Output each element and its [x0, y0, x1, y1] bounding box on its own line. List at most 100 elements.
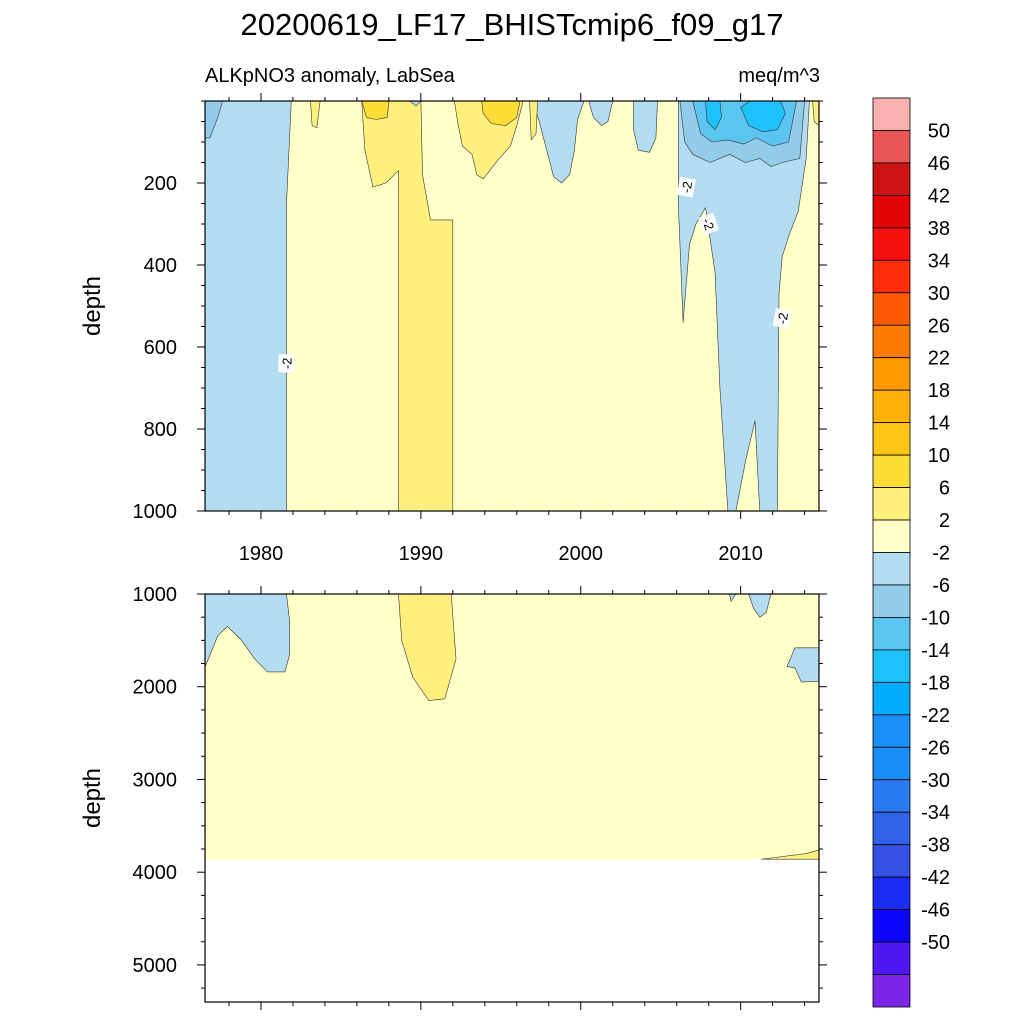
colorbar-swatch [872, 617, 911, 651]
colorbar-swatch [872, 909, 911, 943]
x-tick-label: 2000 [559, 543, 604, 565]
colorbar-swatch [872, 259, 911, 294]
colorbar-swatch [872, 649, 911, 683]
contour-label-text: -2 [678, 180, 695, 194]
colorbar-swatch [872, 324, 911, 359]
colorbar-swatch [872, 389, 911, 424]
colorbar-label: 18 [928, 380, 950, 402]
lower-contour-region-m2 [204, 593, 291, 673]
upper-y-axis-label: depth [79, 276, 106, 336]
colorbar-swatch [872, 422, 911, 456]
contour-label-text: -2 [774, 311, 791, 325]
colorbar-label: 50 [928, 120, 950, 142]
upper-contour-labels: -2 -2 -2 -2 [278, 176, 792, 373]
colorbar-label: 10 [928, 445, 950, 467]
y-tick-label: 1000 [133, 501, 178, 523]
colorbar-swatch [872, 97, 911, 131]
y-tick-label: 400 [144, 255, 177, 277]
y-tick-label: 1000 [133, 584, 178, 606]
colorbar-swatch [872, 811, 911, 846]
colorbar-label: -18 [921, 672, 950, 694]
colorbar-label: 2 [939, 510, 950, 532]
colorbar-swatch [872, 194, 911, 229]
colorbar-label: -22 [921, 705, 950, 727]
contour-label: -2 [278, 354, 295, 373]
colorbar-label: -30 [921, 770, 950, 792]
contour-label-box [278, 354, 295, 373]
lower-data-area [205, 594, 819, 860]
x-tick-label: 1980 [239, 543, 284, 565]
colorbar-swatch [872, 162, 911, 196]
contour-label: -2 [698, 212, 720, 236]
colorbar-label: -42 [921, 867, 950, 889]
contour-label-box [676, 176, 696, 198]
lower-contour-region-p2 [398, 593, 457, 701]
chart-subtitle-right: meq/m^3 [738, 65, 820, 87]
y-tick-label: 2000 [133, 677, 178, 699]
colorbar-label: 14 [928, 413, 950, 435]
colorbar-swatch [872, 454, 911, 488]
colorbar-swatch [872, 584, 911, 618]
y-tick-label: 3000 [133, 769, 178, 791]
colorbar-label: -38 [921, 835, 950, 857]
lower-panel-frame [204, 593, 820, 1003]
contour-label-box [772, 308, 792, 329]
colorbar-swatch [872, 292, 911, 326]
colorbar-label: 22 [928, 348, 950, 370]
colorbar-label: -10 [921, 607, 950, 629]
colorbar-label: -2 [932, 543, 950, 565]
colorbar-swatch [872, 746, 911, 781]
upper-axes: 200 400 600 800 1000 [133, 93, 827, 523]
colorbar-swatch [872, 357, 911, 391]
upper-contour-fills [204, 100, 820, 512]
colorbar-label: 38 [928, 218, 950, 240]
lower-axes: 1000 2000 3000 4000 5000 [133, 584, 827, 1010]
colorbar-label: -14 [921, 640, 950, 662]
colorbar-label: -46 [921, 900, 950, 922]
lower-y-axis-label: depth [79, 768, 106, 828]
colorbar-label: -50 [921, 932, 950, 954]
y-tick-label: 800 [144, 419, 177, 441]
colorbar-swatch [872, 519, 911, 553]
y-tick-label: 4000 [133, 862, 178, 884]
colorbar-label: -26 [921, 737, 950, 759]
colorbar-swatch [872, 876, 911, 911]
lower-panel: 1000 2000 3000 4000 5000 depth [79, 584, 827, 1010]
chart-subtitle-left: ALKpNO3 anomaly, LabSea [205, 65, 456, 87]
y-tick-label: 600 [144, 337, 177, 359]
x-tick-labels: 1980 1990 2000 2010 [239, 543, 763, 565]
colorbar-swatch [872, 941, 911, 975]
contour-label: -2 [772, 308, 792, 329]
colorbar-swatch [872, 227, 911, 261]
colorbar-label: 46 [928, 153, 950, 175]
x-tick-label: 2010 [718, 543, 763, 565]
colorbar-label: 34 [928, 250, 950, 272]
colorbar-swatch [872, 130, 911, 164]
colorbar-swatch [872, 974, 911, 1008]
colorbar-label: -6 [932, 575, 950, 597]
contour-label-text: -2 [280, 358, 295, 370]
upper-panel: -2 -2 -2 -2 200 400 600 800 1000 depth [79, 93, 827, 523]
contour-label-box [698, 212, 720, 236]
colorbar-swatch [872, 681, 911, 716]
colorbar-swatch [872, 844, 911, 878]
colorbar: 50 46 42 38 34 30 26 22 18 14 10 6 2 -2 -6 -10 -14 -18 -22… [872, 97, 950, 1008]
colorbar-label: 42 [928, 185, 950, 207]
contour-label: -2 [676, 176, 696, 198]
upper-contour-region-m2 [677, 100, 810, 512]
y-tick-label: 5000 [133, 955, 178, 977]
colorbar-label: 26 [928, 315, 950, 337]
colorbar-label: -34 [921, 802, 950, 824]
y-tick-label: 200 [144, 173, 177, 195]
colorbar-label: 30 [928, 283, 950, 305]
x-tick-label: 1990 [399, 543, 444, 565]
colorbar-swatch [872, 714, 911, 748]
colorbar-swatch [872, 779, 911, 813]
colorbar-swatch [872, 487, 911, 521]
colorbar-label: 6 [939, 478, 950, 500]
chart-title: 20200619_LF17_BHISTcmip6_f09_g17 [241, 7, 784, 42]
upper-contour-region-m2 [204, 100, 292, 512]
colorbar-swatch [872, 552, 911, 586]
upper-contour-region-m2 [532, 100, 585, 184]
